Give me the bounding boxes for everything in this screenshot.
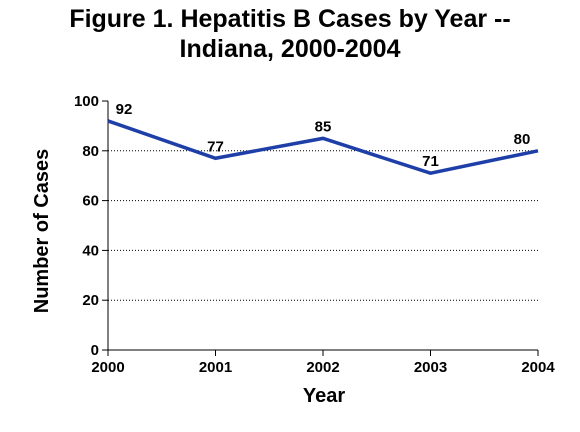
data-labels: 92 77 85 71 80 [116,101,531,170]
x-tick-label-2: 2002 [306,359,339,376]
x-tick-label-3: 2003 [414,359,447,376]
data-label-0: 92 [116,101,133,118]
y-tick-labels: 0 20 40 60 80 100 [74,93,99,359]
y-tick-label-1: 20 [82,292,99,309]
axes [102,100,539,356]
y-tick-label-3: 60 [82,193,99,210]
data-label-3: 71 [422,153,439,170]
x-tick-label-0: 2000 [91,359,124,376]
chart-title-line-2: Indiana, 2000-2004 [179,35,401,63]
data-label-1: 77 [207,138,224,155]
gridlines [108,150,538,301]
y-tick-label-4: 80 [82,143,99,160]
y-tick-label-5: 100 [74,93,99,110]
chart-title: Figure 1. Hepatitis B Cases by Year -- I… [0,4,580,64]
y-tick-label-2: 40 [82,242,99,259]
x-axis-label: Year [303,385,345,407]
x-tick-label-4: 2004 [521,359,555,376]
data-label-2: 85 [315,118,332,135]
data-label-4: 80 [514,131,531,148]
series-group [107,119,539,176]
x-tick-labels: 2000 2001 2002 2003 2004 [91,359,555,376]
x-tick-label-1: 2001 [199,359,232,376]
chart-title-line-1: Figure 1. Hepatitis B Cases by Year -- [69,5,511,33]
y-axis-label: Number of Cases [31,149,53,314]
y-tick-label-0: 0 [91,342,99,359]
